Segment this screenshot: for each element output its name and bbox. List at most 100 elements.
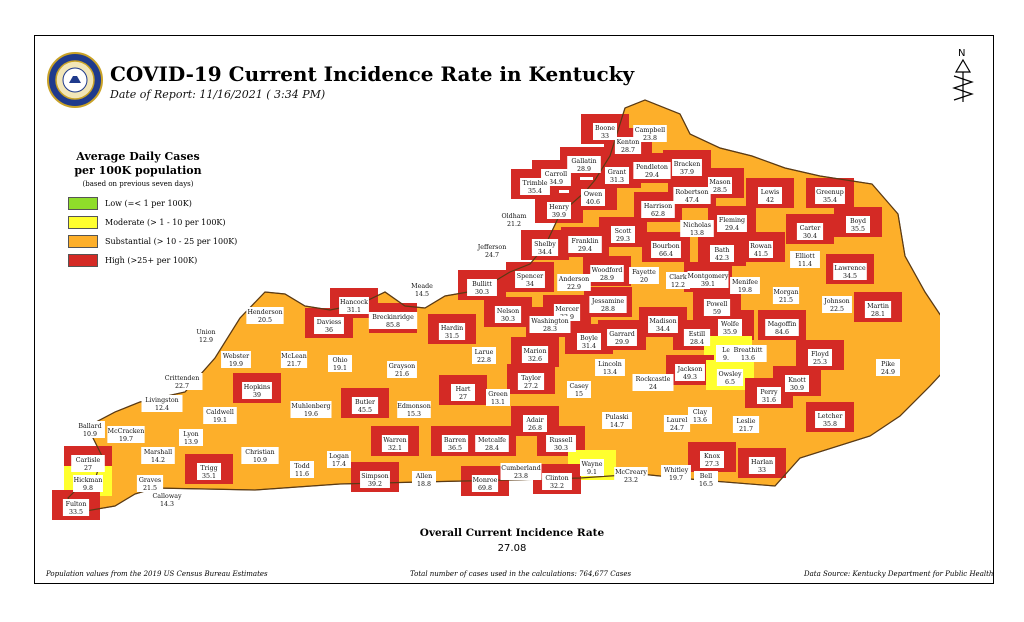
county-rate: 30.3 (554, 445, 568, 452)
county-name: Butler (355, 399, 376, 406)
county-label-box (368, 312, 418, 329)
county-rate: 18.8 (417, 481, 431, 488)
north-label: N (958, 48, 965, 59)
county-name: Hickman (74, 477, 103, 484)
county-name: Lyon (183, 431, 198, 438)
county-name: Crittenden (165, 375, 200, 382)
county-rate: 21.2 (507, 221, 521, 228)
county-name: Todd (294, 463, 310, 470)
county-rate: 12.2 (671, 282, 685, 289)
kentucky-seal-icon (47, 52, 103, 108)
county-rate: 22.7 (175, 383, 189, 390)
county-label-box (486, 389, 510, 406)
county-name: Taylor (521, 375, 542, 382)
county-rate: 31.3 (610, 177, 624, 184)
county-label-box (567, 156, 601, 173)
legend-label: Low (=< 1 per 100K) (105, 199, 192, 208)
county-name: Trimble (523, 180, 548, 187)
county-rate: 20.5 (258, 317, 272, 324)
county-rate: 34.5 (843, 273, 857, 280)
county-name: Simpson (361, 473, 388, 480)
county-name: Franklin (571, 238, 598, 245)
report-date: Date of Report: 11/16/2021 ( 3:34 PM) (110, 88, 326, 101)
county-name: Hardin (441, 325, 463, 332)
county-name: Knox (704, 453, 721, 460)
county-name: Fulton (66, 501, 87, 508)
county-rate: 14.7 (610, 422, 624, 429)
county-rate: 14.3 (160, 501, 174, 508)
county-label-box (472, 347, 496, 364)
county-rate: 35.8 (823, 421, 837, 428)
county-label-box (815, 411, 845, 428)
county-name: Hopkins (244, 384, 270, 391)
county-rate: 30.4 (803, 233, 817, 240)
county-label-box (632, 374, 674, 391)
county-label-box (567, 381, 591, 398)
footer-population-note: Population values from the 2019 US Censu… (46, 570, 268, 578)
county-label-box (629, 267, 659, 284)
county-name: Boyle (580, 335, 598, 342)
county-rate: 34.4 (656, 326, 670, 333)
kentucky-county-map: Boone33Campbell23.8Kenton28.7Gallatin28.… (52, 99, 940, 520)
county-label-box (531, 239, 559, 256)
county-rate: 31.5 (445, 333, 459, 340)
county-rate: 37.9 (680, 169, 694, 176)
county-name: Logan (329, 453, 349, 460)
legend-swatch (68, 216, 98, 229)
county-label-box (73, 475, 103, 492)
county-name: Warren (383, 437, 406, 444)
county-name: Bracken (674, 161, 701, 168)
county-rate: 27 (459, 394, 467, 401)
county-label-box (641, 201, 675, 218)
county-name: Whitley (664, 467, 689, 474)
county-name: Robertson (676, 189, 709, 196)
county-name: Estill (689, 331, 705, 338)
county-label-box (410, 281, 434, 298)
county-name: Cumberland (501, 465, 540, 472)
county-name: Magoffin (768, 321, 797, 328)
county-label-box (700, 451, 724, 468)
county-label-box (614, 467, 648, 484)
county-name: Caldwell (206, 409, 234, 416)
footer-cases-note: Total number of cases used in the calcul… (410, 570, 632, 578)
legend-note: (based on previous seven days) (82, 180, 194, 188)
county-rate: 35.4 (823, 197, 837, 204)
county-label-box (675, 364, 705, 381)
county-label-box (557, 274, 591, 291)
county-rate: 31.1 (347, 307, 361, 314)
county-rate: 47.4 (685, 197, 699, 204)
county-rate: 28.7 (621, 147, 635, 154)
county-rate: 23.2 (624, 477, 638, 484)
county-name: Anderson (558, 276, 589, 283)
county-label-box (471, 475, 499, 492)
county-name: Hart (456, 386, 471, 393)
county-rate: 32.6 (528, 356, 542, 363)
county-label-box (568, 236, 602, 253)
county-rate: 28.4 (690, 339, 704, 346)
county-rate: 9.8 (83, 485, 93, 492)
county-rate: 27 (84, 465, 92, 472)
legend-item: High (>25+ per 100K) (68, 251, 258, 270)
county-name: Woodford (592, 267, 623, 274)
county-rate: 29.4 (645, 172, 659, 179)
county-name: Grant (608, 169, 627, 176)
county-rate: 13.6 (693, 417, 707, 424)
